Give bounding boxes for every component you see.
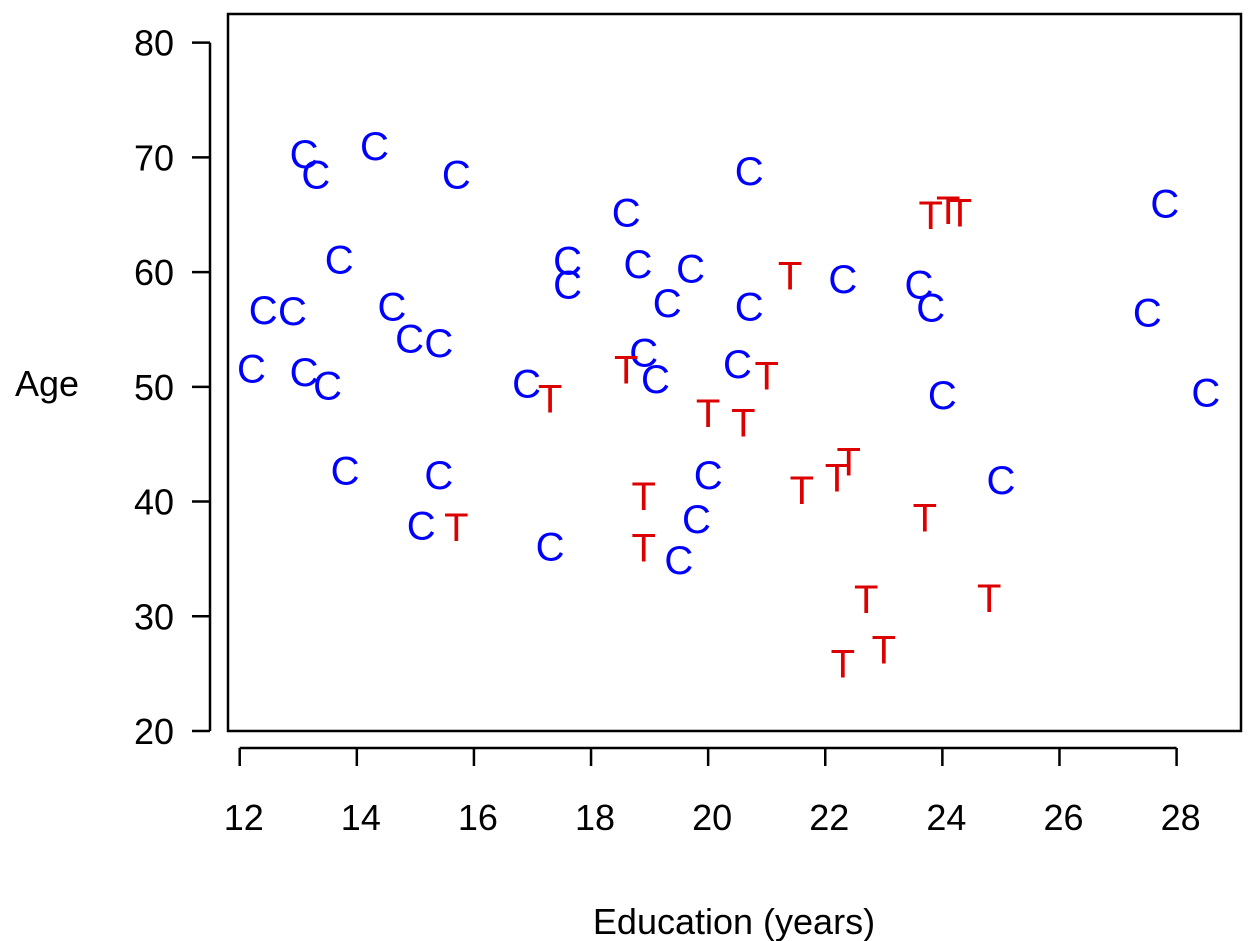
point-c: C — [676, 248, 705, 292]
point-t: T — [836, 440, 860, 484]
point-c: C — [905, 264, 934, 308]
plot-frame — [226, 12, 1243, 733]
point-t: T — [754, 354, 778, 398]
point-c: C — [407, 505, 436, 549]
point-c: C — [325, 239, 354, 283]
x-tick-label: 22 — [809, 797, 849, 838]
x-tick-label: 20 — [692, 797, 732, 838]
point-t: T — [444, 506, 468, 550]
point-c: C — [735, 150, 764, 194]
point-c: C — [301, 154, 330, 198]
x-tick-label: 26 — [1043, 797, 1083, 838]
x-tick-label: 18 — [575, 797, 615, 838]
point-t: T — [854, 578, 878, 622]
point-c: C — [735, 286, 764, 330]
point-c: C — [664, 539, 693, 583]
point-c: C — [1191, 372, 1220, 416]
point-c: C — [237, 347, 266, 391]
point-t: T — [913, 497, 937, 541]
point-c: C — [623, 243, 652, 287]
point-c: C — [290, 351, 319, 395]
point-t: T — [778, 255, 802, 299]
point-t: T — [936, 189, 960, 233]
point-c: C — [290, 133, 319, 177]
point-c: C — [442, 154, 471, 198]
point-c: C — [986, 459, 1015, 503]
point-t: T — [918, 194, 942, 238]
point-c: C — [653, 282, 682, 326]
point-c: C — [553, 240, 582, 284]
y-tick-label: 30 — [134, 596, 174, 637]
y-axis-label: Age — [15, 363, 79, 404]
point-c: C — [828, 258, 857, 302]
y-tick-label: 40 — [134, 482, 174, 523]
y-tick-label: 20 — [134, 711, 174, 752]
point-c: C — [512, 362, 541, 406]
point-t: T — [831, 642, 855, 686]
point-c: C — [424, 322, 453, 366]
point-c: C — [278, 290, 307, 334]
point-t: T — [825, 456, 849, 500]
point-c: C — [553, 264, 582, 308]
point-c: C — [360, 125, 389, 169]
point-c: C — [249, 289, 278, 333]
x-tick-label: 12 — [224, 797, 264, 838]
point-t: T — [614, 349, 638, 393]
point-t: T — [538, 377, 562, 421]
point-c: C — [629, 331, 658, 375]
x-axis-label: Education (years) — [593, 901, 875, 941]
point-c: C — [1133, 291, 1162, 335]
point-c: C — [641, 358, 670, 402]
point-c: C — [723, 343, 752, 387]
y-tick-label: 50 — [134, 367, 174, 408]
point-c: C — [378, 286, 407, 330]
point-c: C — [331, 450, 360, 494]
point-t: T — [731, 401, 755, 445]
point-t: T — [948, 191, 972, 235]
point-c: C — [612, 191, 641, 235]
point-c: C — [694, 454, 723, 498]
point-c: C — [395, 318, 424, 362]
x-tick-label: 16 — [458, 797, 498, 838]
y-tick-label: 70 — [134, 137, 174, 178]
y-tick-label: 80 — [134, 23, 174, 64]
point-c: C — [424, 454, 453, 498]
point-t: T — [872, 629, 896, 673]
point-c: C — [536, 525, 565, 569]
point-t: T — [696, 392, 720, 436]
point-c: C — [928, 374, 957, 418]
x-tick-label: 24 — [926, 797, 966, 838]
axes: 12 14 16 18 20 22 24 26 28 20 30 40 50 60 70 80 — [134, 23, 1201, 838]
point-t: T — [790, 469, 814, 513]
point-t: T — [632, 475, 656, 519]
x-tick-label: 14 — [341, 797, 381, 838]
point-c: C — [1150, 182, 1179, 226]
point-c: C — [916, 287, 945, 331]
x-tick-label: 28 — [1161, 797, 1201, 838]
point-c: C — [313, 365, 342, 409]
point-t: T — [632, 526, 656, 570]
point-c: C — [682, 498, 711, 542]
point-t: T — [977, 577, 1001, 621]
y-tick-label: 60 — [134, 252, 174, 293]
